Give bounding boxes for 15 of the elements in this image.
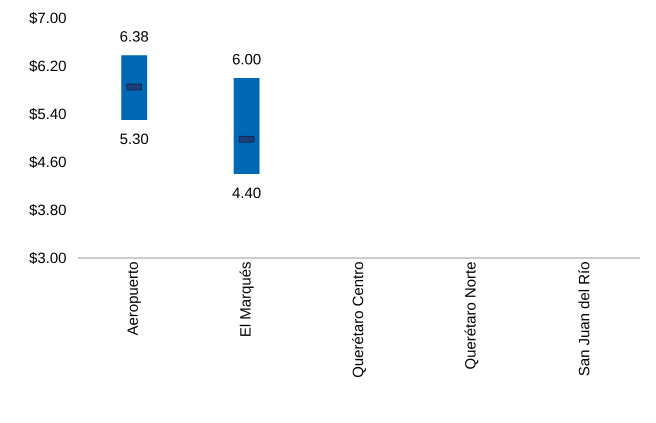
- y-tick-label: $3.80: [29, 204, 66, 216]
- x-tick-label: Aeropuerto: [128, 262, 141, 336]
- x-tick-label: El Marqués: [240, 262, 254, 336]
- y-tick-label: $3.00: [29, 252, 66, 264]
- y-tick-label: $7.00: [29, 12, 66, 24]
- x-tick-label: San Juan del Río: [578, 262, 590, 376]
- y-tick-label: $6.20: [29, 60, 66, 72]
- y-tick-label: $5.40: [29, 108, 66, 120]
- annotation: 4.40: [232, 188, 261, 198]
- annotation: 5.30: [120, 134, 148, 144]
- y-tick-label: $4.60: [29, 156, 66, 168]
- x-tick-label: Querétaro Norte: [464, 262, 478, 369]
- annotation: 6.38: [120, 31, 148, 42]
- x-tick-label: Querétaro Centro: [352, 262, 366, 378]
- annotation: 6.00: [232, 54, 261, 64]
